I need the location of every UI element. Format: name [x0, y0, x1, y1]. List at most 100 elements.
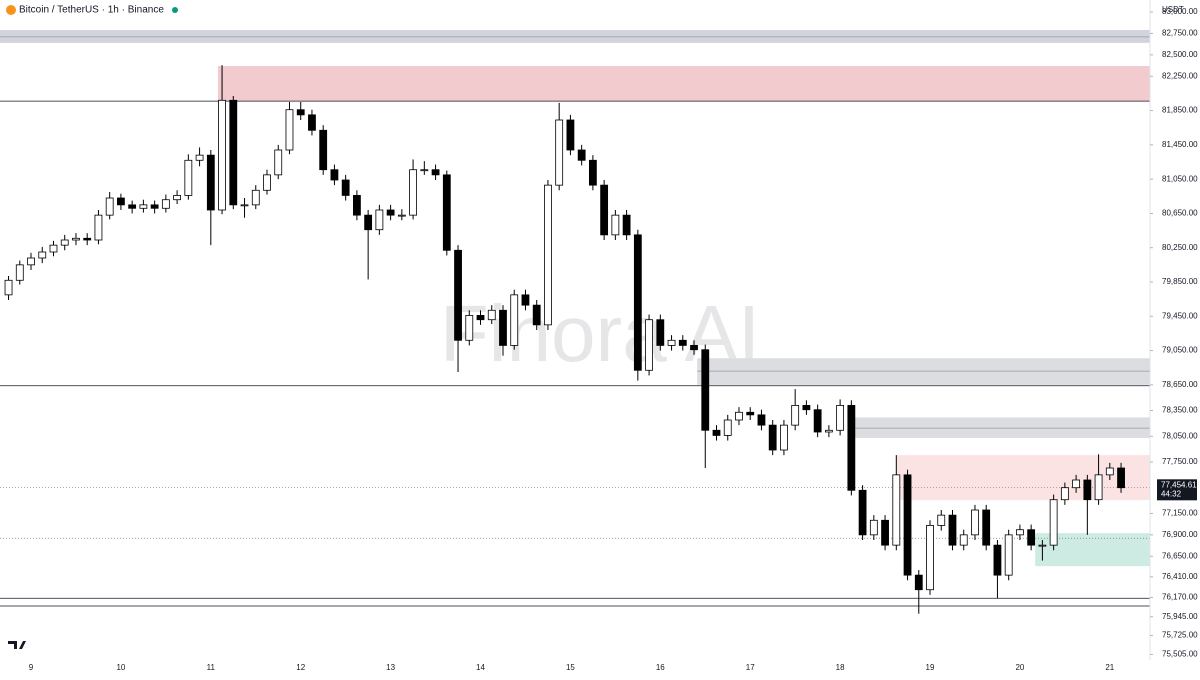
candle-body [1027, 529, 1036, 546]
candle-body [892, 474, 901, 546]
y-tick-label: 81,450.00 [1162, 140, 1198, 149]
currency-label: USDT [1162, 5, 1184, 14]
candle-body [341, 179, 350, 196]
candle-body [274, 149, 283, 176]
candle-body [27, 257, 35, 266]
candle-body [858, 489, 867, 536]
zone [218, 66, 1151, 102]
candle-body [364, 214, 373, 231]
candle-body [813, 409, 822, 433]
x-tick-label: 18 [836, 663, 845, 672]
candle-body [431, 169, 440, 176]
y-tick-label: 80,250.00 [1162, 243, 1198, 252]
candle-body [1105, 467, 1114, 476]
candle-body [1016, 529, 1024, 536]
candle-body [869, 519, 878, 536]
candle-body [971, 509, 979, 536]
x-tick-label: 9 [29, 663, 34, 672]
candle-body [397, 214, 406, 217]
candle-body [1083, 479, 1092, 501]
candle-body [263, 174, 271, 191]
candle-body [49, 244, 58, 253]
logo [8, 641, 26, 649]
y-tick-label: 75,725.00 [1162, 631, 1198, 640]
candle-body [645, 319, 653, 371]
candle-body [60, 239, 69, 246]
coin-icon [6, 5, 16, 15]
candle-body [442, 174, 451, 251]
candle-body [296, 109, 305, 116]
candle-body [420, 169, 429, 172]
candle-body [353, 195, 361, 216]
candle-body [723, 419, 732, 436]
candle-body [218, 99, 226, 211]
candle-body [937, 514, 946, 526]
status-dot [172, 7, 178, 13]
candle-body [409, 169, 417, 216]
candle-body [15, 264, 24, 281]
candle-body [319, 129, 328, 171]
plot [0, 30, 1151, 614]
candle-body [128, 204, 137, 209]
candle-body [487, 309, 496, 321]
candle-body [1038, 544, 1047, 547]
x-tick-label: 10 [116, 663, 125, 672]
y-tick-label: 78,350.00 [1162, 406, 1198, 415]
x-tick-label: 16 [656, 663, 665, 672]
candle-body [1004, 534, 1013, 576]
y-tick-label: 79,050.00 [1162, 346, 1198, 355]
candle-body [532, 304, 541, 326]
candle-body [926, 525, 934, 591]
candle-body [600, 184, 609, 236]
candle-body [544, 184, 552, 326]
x-tick-label: 12 [296, 663, 305, 672]
candle-body [588, 159, 597, 186]
candle-body [476, 315, 485, 321]
y-tick-label: 76,410.00 [1162, 572, 1198, 581]
candle-body [1072, 479, 1081, 489]
candle-body [746, 411, 755, 416]
candle-body [791, 405, 800, 426]
candle-body [184, 159, 193, 196]
x-tick-label: 21 [1105, 663, 1114, 672]
candle-body [780, 424, 788, 451]
candle-body [330, 169, 339, 181]
last-price-box [1157, 479, 1197, 501]
candle-body [206, 154, 215, 211]
candle-body [768, 424, 777, 451]
candle-body [161, 199, 170, 209]
y-tick-label: 76,900.00 [1162, 530, 1198, 539]
candle-body [139, 204, 148, 209]
candle-body [690, 345, 698, 351]
candle-body [959, 534, 968, 546]
candle-body [94, 214, 103, 241]
y-tick-label: 83,000.00 [1162, 7, 1198, 16]
candle-body [510, 294, 519, 346]
y-tick-label: 81,850.00 [1162, 106, 1198, 115]
candle-body [903, 474, 912, 576]
candle-body [465, 315, 474, 341]
candle-body [667, 339, 676, 346]
x-tick-label: 11 [207, 663, 216, 672]
candle-body [914, 574, 923, 591]
candle-body [240, 204, 249, 207]
candle-body [229, 99, 238, 206]
y-tick-label: 77,150.00 [1162, 509, 1198, 518]
candle-body [678, 339, 687, 346]
y-tick-label: 82,500.00 [1162, 50, 1198, 59]
candle-body [308, 114, 316, 131]
candle-body [386, 209, 395, 216]
y-tick-label: 82,750.00 [1162, 29, 1198, 38]
candle-body [105, 197, 114, 216]
y-tick-label: 81,050.00 [1162, 174, 1198, 183]
x-tick-label: 14 [476, 663, 485, 672]
y-tick-label: 79,450.00 [1162, 311, 1198, 320]
candle-body [824, 429, 833, 433]
y-tick-label: 80,650.00 [1162, 209, 1198, 218]
candle-body [375, 209, 384, 231]
candle-body [195, 154, 204, 161]
candle-body [454, 249, 462, 341]
candle-body [72, 237, 80, 241]
y-tick-label: 76,170.00 [1162, 593, 1198, 602]
y-tick-label: 75,945.00 [1162, 612, 1198, 621]
